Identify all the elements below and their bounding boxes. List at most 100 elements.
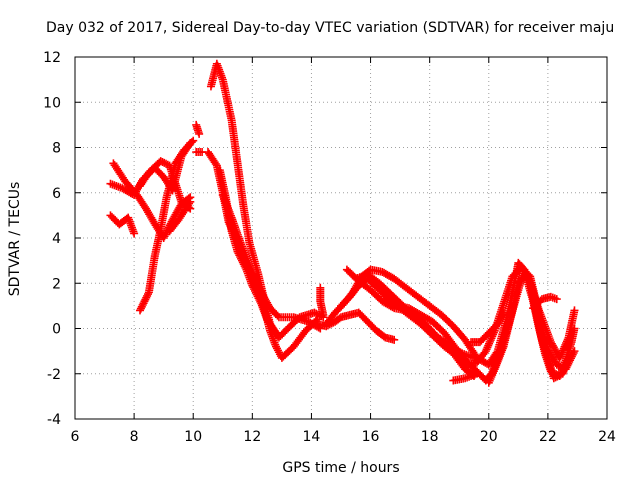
data-point <box>556 352 565 361</box>
y-tick-label: -4 <box>47 412 61 428</box>
data-point <box>136 306 145 315</box>
data-point <box>234 249 243 258</box>
data-point <box>312 309 321 318</box>
data-point <box>559 344 568 353</box>
data-point <box>558 346 567 355</box>
data-point <box>186 197 195 206</box>
data-point <box>256 286 265 295</box>
grid <box>75 57 607 419</box>
data-point <box>472 369 481 378</box>
data-point <box>555 371 564 380</box>
data-point <box>549 374 558 383</box>
y-tick-label: 0 <box>52 322 61 338</box>
x-tick-label: 12 <box>243 429 261 445</box>
data-point <box>187 138 196 147</box>
data-point <box>142 293 151 302</box>
y-tick-label: -2 <box>47 367 61 383</box>
data-point <box>561 340 570 349</box>
data-point <box>252 277 261 286</box>
data-point <box>481 347 490 356</box>
data-point <box>319 310 328 319</box>
data-point <box>570 306 579 315</box>
data-point <box>189 136 198 145</box>
x-tick-label: 24 <box>598 429 616 445</box>
data-point <box>310 308 319 317</box>
data-point <box>160 158 169 167</box>
x-tick-label: 10 <box>184 429 202 445</box>
data-point <box>482 345 491 354</box>
x-tick-label: 14 <box>303 429 321 445</box>
x-axis-label: GPS time / hours <box>282 460 399 476</box>
data-point <box>273 311 282 320</box>
data-point <box>271 329 280 338</box>
y-tick-label: 10 <box>43 95 61 111</box>
data-point <box>552 360 561 369</box>
data-point <box>552 295 561 304</box>
data-point <box>139 299 148 308</box>
data-point <box>560 342 569 351</box>
data-point <box>249 271 258 280</box>
data-point <box>253 280 262 289</box>
data-point <box>499 308 508 317</box>
data-point <box>569 348 578 357</box>
data-point <box>143 291 152 300</box>
data-point <box>562 337 571 346</box>
data-point <box>249 269 258 278</box>
x-tick-label: 6 <box>71 429 80 445</box>
data-point <box>248 267 257 276</box>
y-tick-label: 8 <box>52 141 61 157</box>
y-tick-label: 6 <box>52 186 61 202</box>
x-tick-label: 20 <box>480 429 498 445</box>
data-point <box>160 232 169 241</box>
y-tick-label: 2 <box>52 276 61 292</box>
data-point <box>162 159 171 168</box>
x-tick-label: 8 <box>130 429 139 445</box>
data-point <box>485 337 494 346</box>
data-point <box>483 343 492 352</box>
data-point <box>551 373 560 382</box>
x-tick-label: 22 <box>539 429 557 445</box>
chart-title: Day 032 of 2017, Sidereal Day-to-day VTE… <box>46 20 614 36</box>
data-point <box>195 129 204 138</box>
data-point <box>140 297 149 306</box>
data-point <box>156 157 165 166</box>
data-point <box>137 302 146 311</box>
data-point <box>255 284 264 293</box>
data-points <box>106 59 579 387</box>
data-point <box>254 282 263 291</box>
data-point <box>554 361 563 370</box>
data-point <box>158 157 167 166</box>
data-point <box>251 275 260 284</box>
data-point <box>253 279 262 288</box>
y-tick-label: 4 <box>52 231 61 247</box>
data-point <box>185 199 194 208</box>
data-point <box>144 290 153 299</box>
data-point <box>558 348 567 357</box>
data-point <box>557 350 566 359</box>
data-point <box>486 336 495 345</box>
x-tick-label: 16 <box>362 429 380 445</box>
y-tick-label: 12 <box>43 50 61 66</box>
data-point <box>484 341 493 350</box>
data-point <box>563 335 572 344</box>
data-point <box>138 300 147 309</box>
data-point <box>487 334 496 343</box>
data-point <box>211 159 220 168</box>
data-point <box>233 247 242 256</box>
data-point <box>390 335 399 344</box>
data-point <box>250 273 259 282</box>
data-point <box>570 347 579 356</box>
data-point <box>235 251 244 260</box>
data-point <box>553 372 562 381</box>
data-point <box>564 353 573 362</box>
x-tick-label: 18 <box>421 429 439 445</box>
data-point <box>485 339 494 348</box>
data-point <box>270 327 279 336</box>
data-point <box>562 339 571 348</box>
data-point <box>141 295 150 304</box>
y-axis-label: SDTVAR / TECUs <box>7 182 23 297</box>
data-point <box>555 353 564 362</box>
data-point <box>470 353 478 362</box>
